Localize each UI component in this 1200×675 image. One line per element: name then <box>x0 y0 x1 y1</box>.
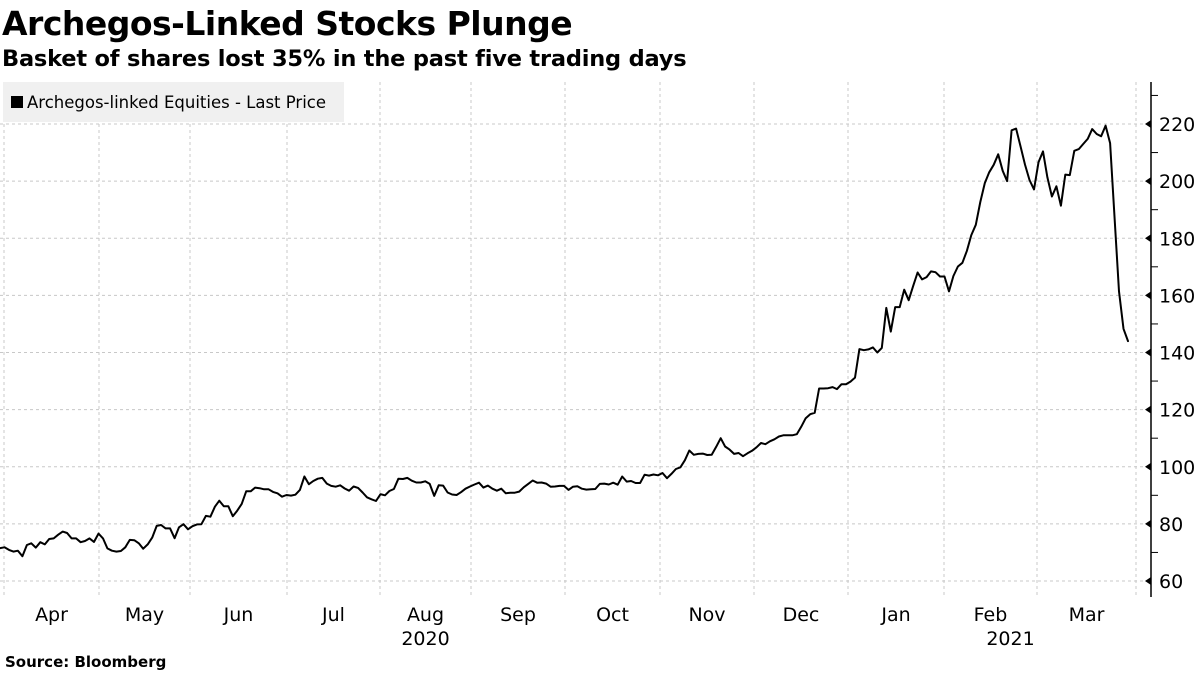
y-tick-label: 120 <box>1159 400 1195 422</box>
x-tick-label: Jan <box>880 604 910 626</box>
y-tick-label: 180 <box>1159 228 1195 250</box>
y-major-tick <box>1145 120 1151 128</box>
y-tick-label: 200 <box>1159 171 1195 193</box>
x-year-label: 2020 <box>401 628 449 650</box>
legend-entry-label: Archegos-linked Equities - Last Price <box>27 93 326 112</box>
legend: Archegos-linked Equities - Last Price <box>3 82 344 122</box>
y-tick-label: 100 <box>1159 457 1195 479</box>
chart-subtitle: Basket of shares lost 35% in the past fi… <box>2 46 687 72</box>
y-major-tick <box>1145 577 1151 585</box>
x-tick-label: Dec <box>783 604 820 626</box>
x-tick-label: Oct <box>596 604 629 626</box>
y-tick-label: 80 <box>1159 514 1183 536</box>
x-year-label: 2021 <box>986 628 1034 650</box>
y-tick-label: 160 <box>1159 285 1195 307</box>
source-note: Source: Bloomberg <box>5 653 167 671</box>
x-tick-label: Jul <box>321 604 345 626</box>
x-tick-label: Aug <box>407 604 444 626</box>
x-tick-label: Jun <box>223 604 254 626</box>
series-line-archegos-linked-equities <box>0 124 1129 558</box>
y-tick-label: 60 <box>1159 571 1183 593</box>
x-tick-label: May <box>125 604 164 626</box>
legend-swatch <box>11 96 23 108</box>
y-major-tick <box>1145 405 1151 414</box>
x-tick-label: Mar <box>1069 604 1105 626</box>
y-major-tick <box>1145 291 1151 300</box>
y-major-tick <box>1145 177 1151 186</box>
legend-background <box>3 82 344 122</box>
y-major-tick <box>1145 348 1151 357</box>
y-tick-label: 140 <box>1159 343 1195 365</box>
series-layer <box>0 124 1129 558</box>
chart-title: Archegos-Linked Stocks Plunge <box>2 4 573 43</box>
y-major-tick <box>1145 519 1151 528</box>
grid-layer <box>0 82 1151 597</box>
y-major-tick <box>1145 234 1151 243</box>
y-tick-label: 220 <box>1159 114 1195 136</box>
y-axis: 60 80 100 120 140 160 180 200 220 <box>1145 82 1195 597</box>
x-tick-label: Feb <box>974 604 1008 626</box>
x-tick-label: Nov <box>688 604 725 626</box>
y-major-tick <box>1145 462 1151 471</box>
x-tick-label: Sep <box>500 604 536 626</box>
x-axis: Apr May Jun Jul Aug Sep Oct Nov Dec Jan Feb Mar 2020… <box>35 604 1105 650</box>
x-tick-label: Apr <box>35 604 68 626</box>
